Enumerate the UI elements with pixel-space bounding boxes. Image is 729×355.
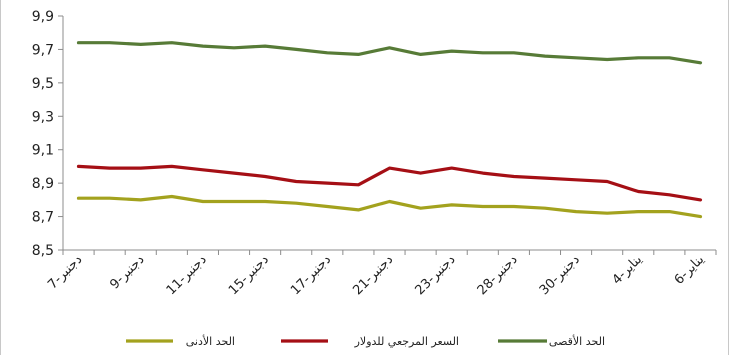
x-tick-label: 9-دجنبر: [107, 252, 147, 292]
series-line-0: [76, 194, 703, 219]
series-line-2: [76, 41, 703, 65]
legend-label: الحد الأدنى: [186, 334, 235, 348]
y-tick-label: 9,9: [32, 9, 54, 25]
y-tick-label: 8,7: [32, 210, 54, 226]
x-tick-label: 30-دجنبر: [537, 252, 583, 298]
x-tick-label: 28-دجنبر: [475, 252, 521, 298]
y-tick-label: 9,1: [32, 143, 54, 159]
series-line-1: [76, 164, 703, 202]
x-tick-label: 17-دجنبر: [288, 252, 334, 298]
x-tick-label: 6-يناير: [672, 252, 708, 288]
x-tick-label: 11-دجنبر: [164, 252, 210, 298]
legend-label: الحد الأقصى: [549, 334, 605, 348]
x-tick-label: 4-يناير: [610, 252, 646, 288]
x-tick-label: 15-دجنبر: [226, 252, 272, 298]
y-tick-label: 9,7: [32, 42, 54, 58]
x-tick-label: 23-دجنبر: [413, 252, 459, 298]
legend-label: السعر المرجعي للدولار: [354, 335, 459, 348]
y-tick-label: 9,3: [32, 109, 54, 125]
y-tick-label: 8,9: [32, 176, 54, 192]
y-tick-label: 8,5: [32, 243, 54, 259]
y-tick-label: 9,5: [32, 76, 54, 92]
x-tick-label: 21-دجنبر: [350, 252, 396, 298]
